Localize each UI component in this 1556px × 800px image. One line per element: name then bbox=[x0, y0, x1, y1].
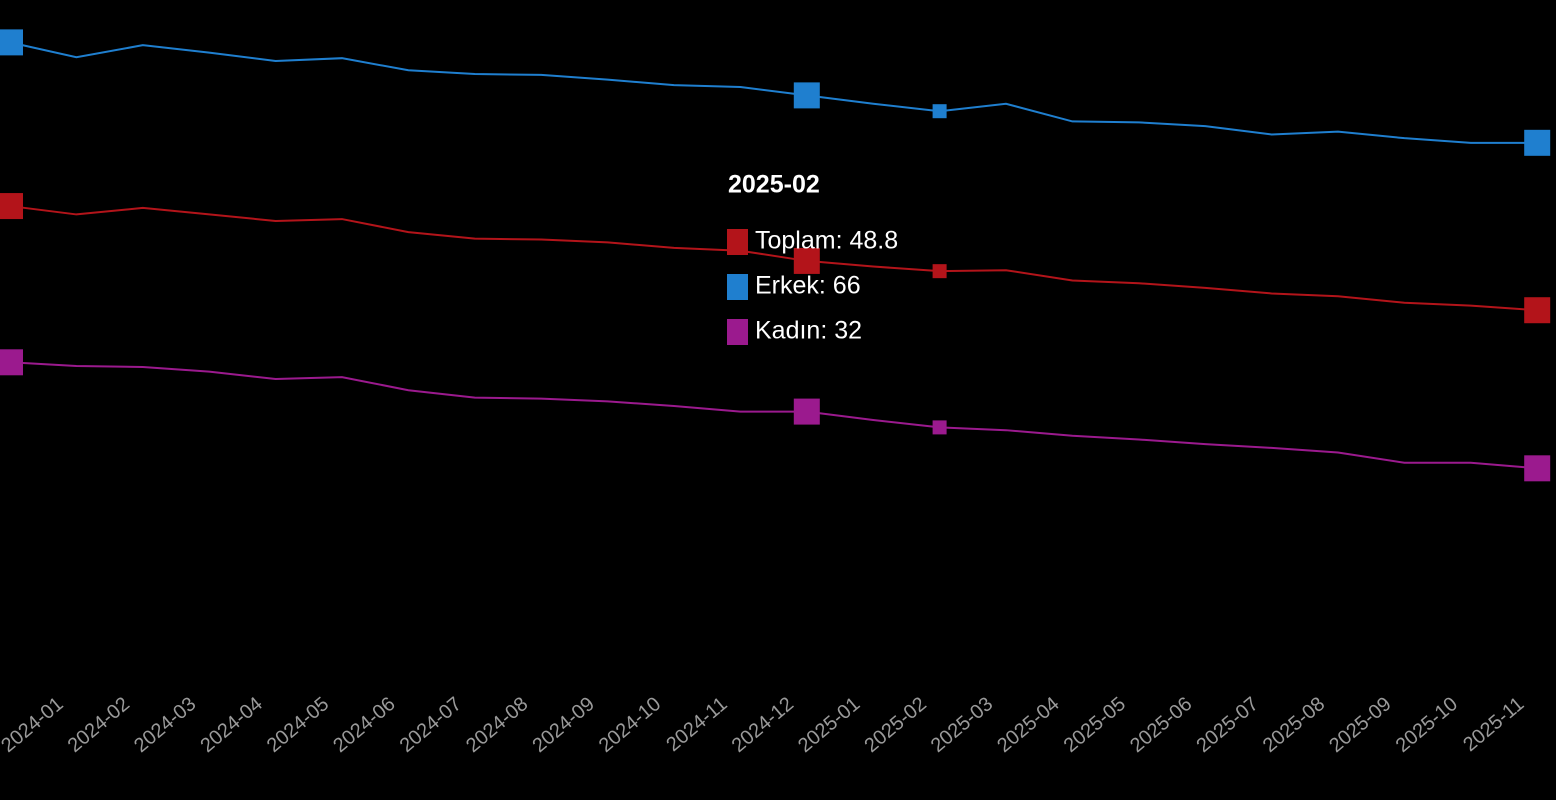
point-marker bbox=[0, 349, 23, 376]
point-marker bbox=[793, 247, 820, 274]
point-marker bbox=[793, 398, 820, 425]
tooltip-item: Toplam: 48.8 bbox=[755, 227, 898, 255]
point-marker bbox=[932, 264, 947, 279]
series-line bbox=[9, 41, 1538, 144]
tooltip-title: 2025-02 bbox=[728, 171, 820, 199]
point-marker bbox=[793, 82, 820, 109]
series-line bbox=[9, 361, 1538, 470]
tooltip-swatch bbox=[727, 319, 748, 345]
tooltip-swatch bbox=[727, 229, 748, 255]
tooltip-swatch bbox=[727, 274, 748, 300]
tooltip-item: Kadın: 32 bbox=[755, 317, 862, 345]
point-marker bbox=[1524, 455, 1551, 482]
series-line bbox=[9, 205, 1538, 312]
point-marker bbox=[1524, 297, 1551, 324]
point-marker bbox=[1524, 129, 1551, 156]
point-marker bbox=[0, 29, 23, 56]
point-marker bbox=[0, 193, 23, 220]
point-marker bbox=[932, 420, 947, 435]
tooltip-item: Erkek: 66 bbox=[755, 272, 861, 300]
point-marker bbox=[932, 104, 947, 119]
